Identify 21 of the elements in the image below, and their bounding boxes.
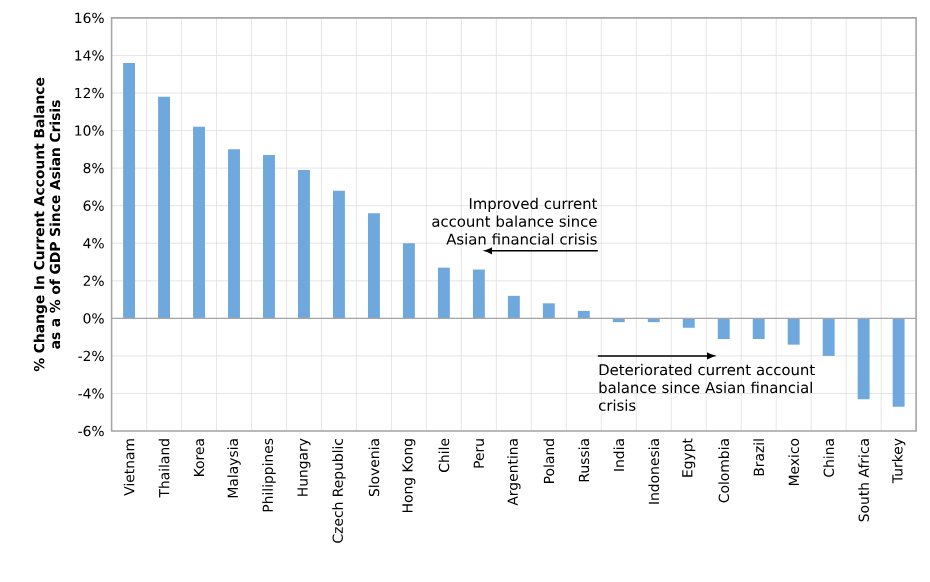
bar xyxy=(123,62,136,319)
bar xyxy=(682,318,695,328)
bar xyxy=(228,149,240,319)
bar xyxy=(402,243,415,319)
bar xyxy=(507,295,520,319)
bar xyxy=(367,213,380,319)
bar xyxy=(857,318,870,400)
bar xyxy=(158,96,171,319)
bar xyxy=(717,318,730,340)
bar xyxy=(787,318,800,345)
bar xyxy=(892,318,905,407)
bar xyxy=(542,303,555,319)
bar xyxy=(752,318,765,340)
bar xyxy=(193,126,205,319)
bar xyxy=(332,190,345,319)
bar xyxy=(263,154,275,319)
bar xyxy=(298,170,310,319)
bar xyxy=(577,310,590,319)
bar xyxy=(437,267,450,319)
bar xyxy=(822,318,835,356)
bar xyxy=(472,269,485,319)
